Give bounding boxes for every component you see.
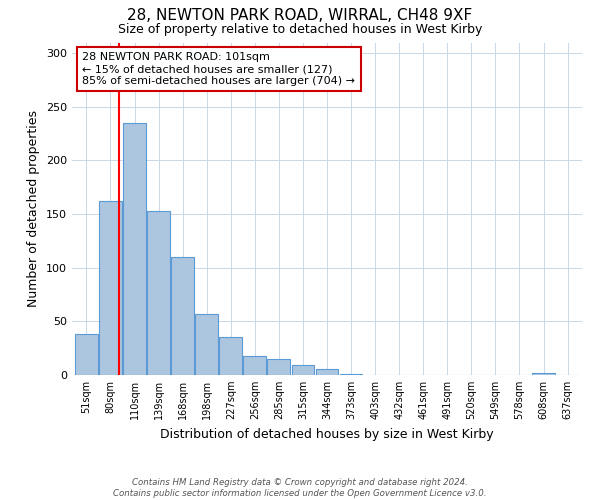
- Bar: [340, 374, 362, 375]
- Bar: [532, 373, 555, 375]
- X-axis label: Distribution of detached houses by size in West Kirby: Distribution of detached houses by size …: [160, 428, 494, 440]
- Bar: [316, 368, 338, 375]
- Bar: [220, 338, 242, 375]
- Text: 28 NEWTON PARK ROAD: 101sqm
← 15% of detached houses are smaller (127)
85% of se: 28 NEWTON PARK ROAD: 101sqm ← 15% of det…: [82, 52, 355, 86]
- Bar: [268, 359, 290, 375]
- Bar: [99, 201, 122, 375]
- Bar: [195, 314, 218, 375]
- Text: Size of property relative to detached houses in West Kirby: Size of property relative to detached ho…: [118, 22, 482, 36]
- Bar: [171, 257, 194, 375]
- Text: 28, NEWTON PARK ROAD, WIRRAL, CH48 9XF: 28, NEWTON PARK ROAD, WIRRAL, CH48 9XF: [127, 8, 473, 22]
- Bar: [244, 356, 266, 375]
- Bar: [123, 123, 146, 375]
- Bar: [75, 334, 98, 375]
- Bar: [147, 211, 170, 375]
- Text: Contains HM Land Registry data © Crown copyright and database right 2024.
Contai: Contains HM Land Registry data © Crown c…: [113, 478, 487, 498]
- Y-axis label: Number of detached properties: Number of detached properties: [28, 110, 40, 307]
- Bar: [292, 366, 314, 375]
